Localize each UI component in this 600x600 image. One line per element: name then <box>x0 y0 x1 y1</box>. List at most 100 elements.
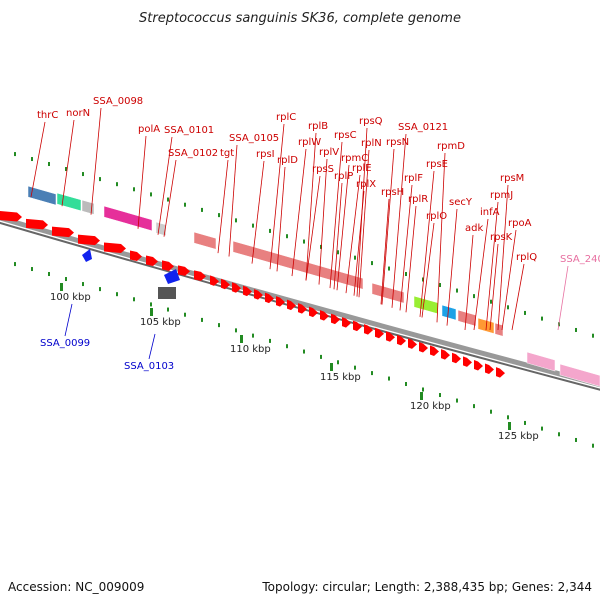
scale-label: 110 kbp <box>230 344 271 355</box>
scale-dot <box>48 162 50 167</box>
gene-label-ssa_2401: SSA_2401 <box>560 254 600 265</box>
leader-line <box>391 133 407 308</box>
cds-arrow <box>331 313 340 325</box>
gene-label-ssa_0105: SSA_0105 <box>229 133 279 144</box>
label-leaders <box>30 107 569 360</box>
feature-block <box>232 240 364 290</box>
cds-arrow <box>298 303 307 314</box>
scale-dot <box>184 312 186 317</box>
scale-dot <box>371 261 373 266</box>
scale-tick <box>330 363 333 371</box>
scale-dot <box>65 167 67 172</box>
scale-dot <box>575 437 577 442</box>
leader-line <box>148 333 156 360</box>
scale-dot <box>252 333 254 338</box>
scale-label: 120 kbp <box>410 401 451 412</box>
gene-label-rplv: rplV <box>319 147 339 158</box>
leader-line <box>61 119 75 207</box>
gene-label-infa: infA <box>480 207 500 218</box>
scale-tick <box>150 308 153 316</box>
scale-dot <box>405 382 407 387</box>
cds-arrow <box>309 306 318 318</box>
leader-line <box>305 175 321 281</box>
scale-dot <box>252 223 254 228</box>
cds-arrow <box>485 363 494 375</box>
leader-line <box>269 123 285 270</box>
scale-dot <box>150 192 152 197</box>
gene-label-rpsq: rpsQ <box>359 116 383 127</box>
leader-line <box>446 208 458 326</box>
leader-line <box>333 182 343 290</box>
leader-line <box>557 265 569 331</box>
feature-block <box>193 231 217 250</box>
scale-dot <box>31 157 33 162</box>
feature-block <box>526 351 556 372</box>
leader-line <box>276 166 286 272</box>
leader-line <box>436 152 446 323</box>
leader-line <box>157 136 173 235</box>
gene-label-rplp: rplP <box>334 171 353 182</box>
gene-label-rpsc: rpsC <box>334 130 357 141</box>
scale-dot <box>303 239 305 244</box>
leader-line <box>485 201 499 331</box>
cds-arrow-ssa-0103-upper <box>164 269 180 284</box>
genome-backbone <box>0 215 600 388</box>
leader-line <box>291 148 307 277</box>
leader-line <box>345 174 361 294</box>
leader-line <box>501 229 517 331</box>
cds-arrow <box>441 349 450 360</box>
leader-line <box>421 222 435 318</box>
scale-dot <box>133 187 135 192</box>
scale-label: 105 kbp <box>140 317 181 328</box>
cds-arrow <box>0 211 22 222</box>
scale-dot <box>473 294 475 299</box>
scale-dot <box>82 172 84 177</box>
scale-dot <box>218 213 220 218</box>
gene-label-adk: adk <box>465 223 483 234</box>
scale-dot <box>303 349 305 354</box>
gene-label-rpmc: rpmC <box>341 153 368 164</box>
gene-label-rpsn: rpsN <box>386 137 409 148</box>
scale-dot <box>167 307 169 312</box>
gene-label-norn: norN <box>66 108 90 119</box>
leader-line <box>90 107 102 215</box>
leader-line <box>419 170 435 317</box>
feature-block <box>441 304 457 321</box>
cds-arrow <box>254 289 263 300</box>
scale-dot <box>507 415 509 420</box>
scale-dot <box>150 302 152 307</box>
scale-dot <box>184 202 186 207</box>
cds-arrow <box>232 282 241 293</box>
cds-arrow <box>265 292 274 304</box>
scale-dot <box>507 305 509 310</box>
scale-dot <box>524 310 526 315</box>
scale-dot <box>99 177 101 182</box>
leader-line <box>318 158 328 285</box>
cds-arrow <box>375 327 384 339</box>
cds-arrow <box>397 334 406 346</box>
scale-ticks: 100 kbp 105 kbp 110 kbp 115 kbp 120 kbp 125 k… <box>14 152 594 448</box>
gene-label-rple: rplE <box>352 163 372 174</box>
gene-label-rplo: rplO <box>426 211 447 222</box>
scale-dot <box>456 398 458 403</box>
scale-dot <box>14 262 16 267</box>
scale-label: 100 kbp <box>50 292 91 303</box>
scale-dot <box>371 371 373 376</box>
scale-dot <box>337 360 339 365</box>
leader-line <box>305 132 317 281</box>
scale-dot <box>286 344 288 349</box>
scale-dot <box>575 327 577 332</box>
leader-line <box>228 144 238 257</box>
gene-label-tgt: tgt <box>220 148 234 159</box>
scale-dot <box>592 443 594 448</box>
gene-label-rplr: rplR <box>408 194 428 205</box>
leader-line <box>336 164 350 291</box>
scale-dot <box>269 228 271 233</box>
gene-label-rplc: rplC <box>276 112 296 123</box>
cds-arrow <box>463 356 472 367</box>
leader-line <box>30 121 46 198</box>
scale-dot <box>133 297 135 302</box>
feature-block <box>559 363 600 387</box>
leader-line <box>358 149 370 298</box>
